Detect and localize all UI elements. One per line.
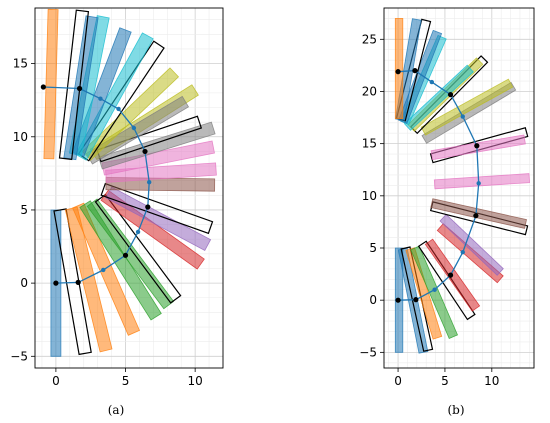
y-tick-label: 0 xyxy=(369,293,377,307)
y-tick-label: 5 xyxy=(20,203,28,217)
outlined-bar xyxy=(100,182,214,235)
panel-a: 0 5 10 −5 0 5 10 15 xyxy=(10,7,224,388)
colored-bar xyxy=(420,78,514,136)
arc-point xyxy=(131,125,137,131)
axes-frame xyxy=(34,7,224,369)
colored-bar xyxy=(394,17,404,119)
y-tick-label: −5 xyxy=(359,345,377,359)
arc-point xyxy=(413,297,419,303)
colored-bar xyxy=(72,202,141,336)
outlined-bar xyxy=(53,208,92,356)
colored-bar xyxy=(403,64,474,131)
outlined-bar xyxy=(58,9,90,161)
arc-point xyxy=(53,280,59,286)
colored-bar xyxy=(79,200,162,321)
arc-point xyxy=(429,79,435,85)
colored-bar xyxy=(433,173,531,190)
bars xyxy=(394,17,531,354)
arc-point xyxy=(145,204,151,210)
colored-bar xyxy=(43,8,59,160)
colored-bar xyxy=(430,198,527,229)
x-tick-label: 5 xyxy=(441,374,449,388)
arc-point xyxy=(474,143,480,149)
colored-bar xyxy=(105,186,212,252)
caption-b: (b) xyxy=(447,403,464,417)
axes-frame xyxy=(383,7,535,369)
arc-point xyxy=(76,85,83,92)
y-tick-label: 5 xyxy=(369,241,377,255)
colored-bar xyxy=(410,245,459,340)
arc-point xyxy=(116,106,121,112)
arc-point xyxy=(75,279,81,285)
outlined-bar xyxy=(417,240,476,321)
arc-point xyxy=(122,252,129,258)
arc-point xyxy=(460,249,465,255)
arc-point xyxy=(135,229,141,235)
arc-point xyxy=(142,148,148,155)
arc-point xyxy=(40,84,46,90)
y-tick-label: 10 xyxy=(362,189,377,203)
panel-b: 0 5 10 −5 0 5 10 15 20 25 xyxy=(359,7,535,388)
y-tick-label: 10 xyxy=(13,130,28,144)
outlined-bar xyxy=(400,246,434,352)
colored-bar xyxy=(100,189,205,270)
outlined-bar xyxy=(94,193,182,304)
arc-point xyxy=(395,69,401,75)
arc-point xyxy=(395,297,401,303)
colored-bar xyxy=(436,223,504,284)
caption-a: (a) xyxy=(108,403,125,417)
arc-point xyxy=(447,92,454,98)
arc-point xyxy=(447,272,454,278)
y-tick-label: 25 xyxy=(362,32,377,46)
arc-point xyxy=(460,114,465,119)
arc-point xyxy=(98,96,103,101)
x-tick-label: 10 xyxy=(484,374,499,388)
x-tick-label: 5 xyxy=(122,374,130,388)
arc-point xyxy=(432,287,437,292)
x-tick-label: 10 xyxy=(188,374,203,388)
colored-bar xyxy=(98,121,216,170)
x-tick-label: 0 xyxy=(52,374,60,388)
y-tick-label: 15 xyxy=(362,137,377,151)
x-tick-label: 0 xyxy=(394,374,402,388)
arc-point xyxy=(476,181,481,186)
arc-point xyxy=(412,68,418,74)
y-tick-label: 15 xyxy=(13,57,28,71)
y-tick-label: 20 xyxy=(362,84,377,98)
arc-point xyxy=(101,267,106,273)
arc-point xyxy=(473,213,479,219)
y-tick-label: −5 xyxy=(10,349,28,363)
colored-bar xyxy=(439,213,504,276)
colored-bar xyxy=(405,247,443,340)
arc-point xyxy=(146,179,152,185)
colored-bar xyxy=(398,29,443,124)
y-tick-label: 0 xyxy=(20,276,28,290)
bars xyxy=(43,8,217,357)
